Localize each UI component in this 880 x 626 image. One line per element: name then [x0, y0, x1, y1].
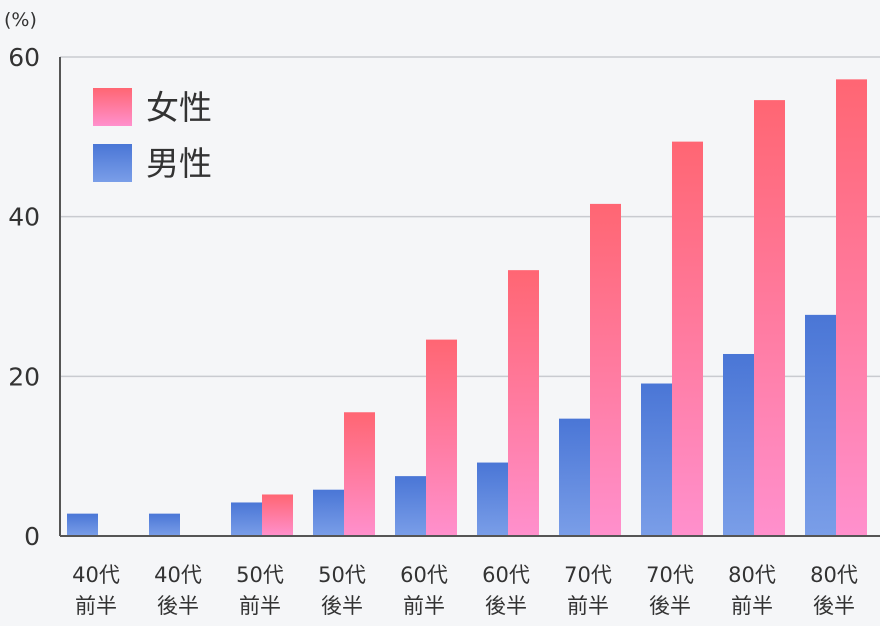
bar-male [395, 476, 426, 536]
bar-male [723, 353, 754, 536]
y-tick-label: 0 [24, 522, 40, 551]
legend-label-female: 女性 [146, 88, 212, 127]
bar-male [67, 513, 98, 536]
legend-swatch-female [93, 88, 132, 126]
bar-female [344, 412, 375, 536]
x-tick-label: 80代後半 [810, 563, 858, 618]
x-tick-label: 80代前半 [728, 563, 776, 618]
y-tick-label: 20 [8, 362, 40, 391]
bar-female [836, 79, 867, 536]
y-tick-label: 60 [8, 43, 40, 72]
bar-female [426, 339, 457, 536]
bar-female [262, 494, 293, 536]
y-tick-labels: 0 20 40 60 [8, 43, 40, 551]
bar-female [672, 141, 703, 536]
bar-female [508, 270, 539, 536]
y-tick-label: 40 [8, 203, 40, 232]
legend-label-male: 男性 [146, 144, 212, 183]
bar-male [559, 418, 590, 536]
legend-swatch-male [93, 144, 132, 182]
bar-female [590, 203, 621, 537]
bar-female [754, 100, 785, 537]
x-tick-label: 40代後半 [154, 563, 202, 618]
bar-male [641, 383, 672, 536]
bar-male [231, 502, 262, 536]
x-tick-label: 40代前半 [72, 563, 120, 618]
bar-male [477, 462, 508, 536]
x-tick-label: 50代前半 [236, 563, 284, 618]
bars [67, 79, 867, 537]
bar-male [313, 489, 344, 536]
x-tick-label: 50代後半 [318, 563, 366, 618]
axes [59, 57, 880, 537]
x-tick-label: 60代前半 [400, 563, 448, 618]
x-tick-label: 70代前半 [564, 563, 612, 618]
y-unit-label: (%) [4, 9, 37, 31]
bar-male [805, 314, 836, 536]
x-tick-label: 60代後半 [482, 563, 530, 618]
x-tick-labels: 40代前半 40代後半 50代前半 50代後半 60代前半 60代後半 70代前半 70代後半… [72, 563, 858, 618]
bar-male [149, 513, 180, 536]
x-tick-label: 70代後半 [646, 563, 694, 618]
